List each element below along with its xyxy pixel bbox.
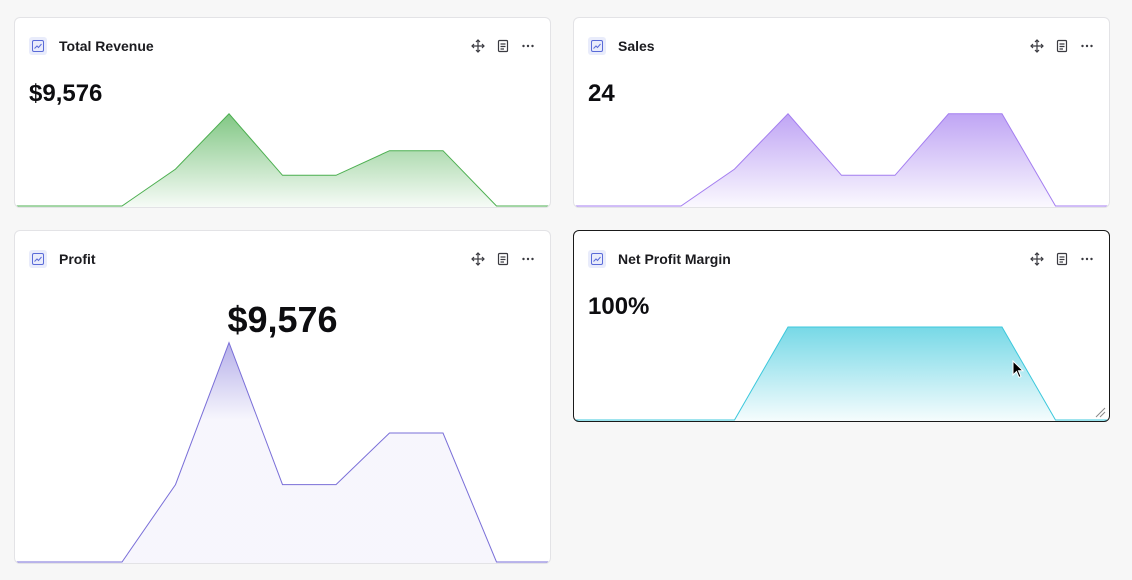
- more-horizontal-icon: [1080, 252, 1094, 266]
- widget-title: Net Profit Margin: [618, 251, 731, 267]
- resize-handle-icon[interactable]: [1094, 406, 1106, 418]
- line-chart-icon: [588, 37, 606, 55]
- chart-line: [574, 326, 1109, 421]
- document-icon: [496, 252, 510, 266]
- more-horizontal-icon: [521, 39, 535, 53]
- widget-header: Total Revenue: [29, 32, 536, 60]
- document-icon: [496, 39, 510, 53]
- chart-line: [574, 113, 1109, 207]
- widget-header: Profit: [29, 245, 536, 273]
- widget-card-profit[interactable]: Profit $9,576: [14, 230, 551, 564]
- chart-area: [15, 342, 550, 563]
- metric-value: $9,576: [227, 299, 338, 340]
- widget-actions: [461, 38, 536, 54]
- more-button[interactable]: [1079, 251, 1095, 267]
- metric-value: 100%: [588, 293, 650, 320]
- more-button[interactable]: [520, 38, 536, 54]
- chart-area: [574, 113, 1109, 207]
- widget-title: Sales: [618, 38, 655, 54]
- widget-actions: [1020, 251, 1095, 267]
- widget-card-total-revenue[interactable]: Total Revenue $9,576: [14, 17, 551, 208]
- notes-button[interactable]: [495, 38, 511, 54]
- move-button[interactable]: [470, 251, 486, 267]
- more-button[interactable]: [1079, 38, 1095, 54]
- move-button[interactable]: [470, 38, 486, 54]
- area-chart: [574, 113, 1109, 207]
- area-chart: [574, 326, 1109, 421]
- move-button[interactable]: [1029, 38, 1045, 54]
- widget-card-net-profit-margin[interactable]: Net Profit Margin 100%: [573, 230, 1110, 422]
- notes-button[interactable]: [1054, 38, 1070, 54]
- area-chart: [15, 113, 550, 207]
- notes-button[interactable]: [1054, 251, 1070, 267]
- more-horizontal-icon: [521, 252, 535, 266]
- widget-header: Sales: [588, 32, 1095, 60]
- notes-button[interactable]: [495, 251, 511, 267]
- move-icon: [471, 252, 485, 266]
- mouse-cursor-icon: [1012, 360, 1025, 379]
- more-button[interactable]: [520, 251, 536, 267]
- widget-actions: [461, 251, 536, 267]
- widget-title: Total Revenue: [59, 38, 154, 54]
- move-icon: [471, 39, 485, 53]
- metric-value: $9,576: [29, 80, 103, 107]
- chart-line: [15, 113, 550, 207]
- line-chart-icon: [29, 250, 47, 268]
- move-icon: [1030, 39, 1044, 53]
- chart-line: [15, 341, 550, 563]
- chart-area: [15, 113, 550, 207]
- widget-title: Profit: [59, 251, 96, 267]
- document-icon: [1055, 39, 1069, 53]
- metric-value: 24: [588, 80, 615, 107]
- document-icon: [1055, 252, 1069, 266]
- move-icon: [1030, 252, 1044, 266]
- more-horizontal-icon: [1080, 39, 1094, 53]
- move-button[interactable]: [1029, 251, 1045, 267]
- line-chart-icon: [588, 250, 606, 268]
- widget-card-sales[interactable]: Sales 24: [573, 17, 1110, 208]
- widget-actions: [1020, 38, 1095, 54]
- widget-header: Net Profit Margin: [588, 245, 1095, 273]
- line-chart-icon: [29, 37, 47, 55]
- area-chart: [15, 341, 550, 563]
- chart-area: [574, 327, 1109, 421]
